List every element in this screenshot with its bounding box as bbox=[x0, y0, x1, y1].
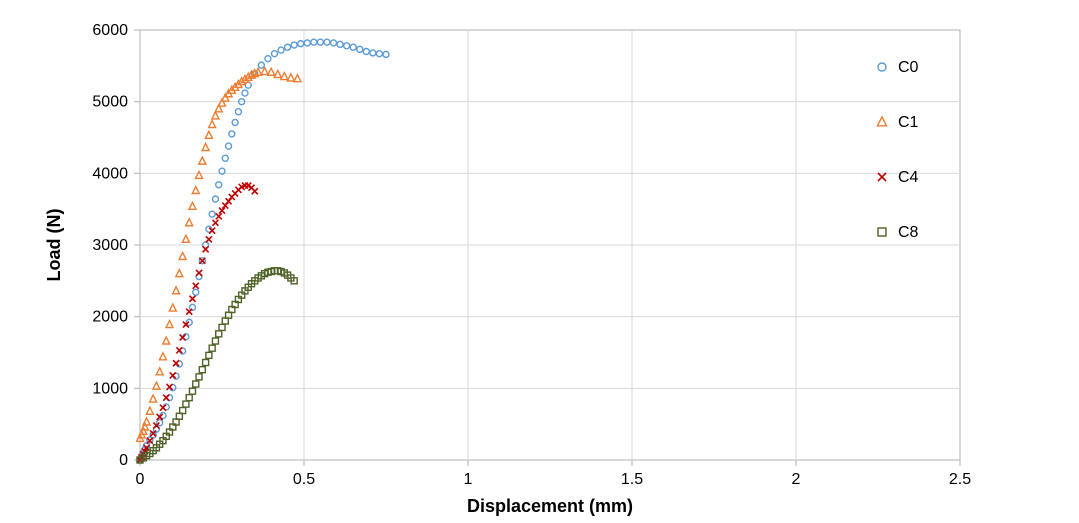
x-tick-label: 2.5 bbox=[949, 471, 971, 488]
x-axis-title: Displacement (mm) bbox=[467, 496, 633, 516]
legend-label-C4: C4 bbox=[898, 169, 919, 186]
load-displacement-chart: 0 0.5 1 1.5 2 2.5 0 1000 2000 3000 4000 5000 6000 Dis… bbox=[0, 0, 1079, 523]
y-tick-label: 6000 bbox=[92, 22, 128, 39]
legend: C0 C1 C4 C8 bbox=[868, 47, 964, 273]
x-tick-label: 0.5 bbox=[293, 471, 315, 488]
legend-label-C1: C1 bbox=[898, 114, 919, 131]
x-tick-label: 2 bbox=[792, 471, 801, 488]
y-tick-label: 1000 bbox=[92, 380, 128, 397]
chart-container: 0 0.5 1 1.5 2 2.5 0 1000 2000 3000 4000 5000 6000 Dis… bbox=[0, 0, 1079, 523]
x-tick-label: 1.5 bbox=[621, 471, 643, 488]
legend-label-C8: C8 bbox=[898, 224, 919, 241]
x-tick-label: 0 bbox=[136, 471, 145, 488]
legend-label-C0: C0 bbox=[898, 59, 919, 76]
y-axis-title: Load (N) bbox=[44, 209, 64, 282]
y-tick-label: 0 bbox=[119, 452, 128, 469]
y-tick-label: 3000 bbox=[92, 237, 128, 254]
y-tick-label: 4000 bbox=[92, 165, 128, 182]
y-tick-label: 5000 bbox=[92, 94, 128, 111]
y-tick-label: 2000 bbox=[92, 309, 128, 326]
x-tick-label: 1 bbox=[464, 471, 473, 488]
